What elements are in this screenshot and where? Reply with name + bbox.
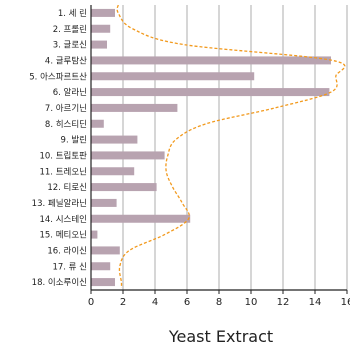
bar: [91, 103, 178, 112]
x-tick-label: 2: [120, 297, 126, 308]
category-label: 12. 티로신: [47, 183, 87, 193]
category-label: 18. 이소루이신: [32, 277, 87, 288]
category-label: 15. 메티오닌: [39, 231, 87, 241]
x-tick-label: 4: [152, 297, 158, 308]
category-label: 1. 세 린: [58, 8, 87, 19]
bar: [91, 278, 115, 287]
bar: [91, 8, 115, 17]
x-tick-label: 0: [88, 297, 94, 308]
category-label: 10. 트립토판: [39, 151, 87, 161]
chart-gridlines: [122, 5, 348, 290]
category-label: 2. 프롤린: [53, 24, 87, 35]
bar: [91, 262, 111, 271]
bar: [91, 135, 138, 144]
x-axis-label: Yeast Extract: [168, 327, 273, 346]
x-tick-label: 14: [309, 297, 322, 308]
bar: [91, 88, 330, 97]
bar: [91, 40, 107, 49]
chart-bars: [91, 8, 331, 287]
trend-curve: [116, 4, 346, 289]
bar: [91, 183, 157, 192]
x-tick-label: 8: [216, 297, 222, 308]
bar: [91, 230, 98, 239]
category-label: 3. 글로신: [53, 41, 87, 51]
category-label: 17. 류 신: [52, 262, 87, 272]
category-label: 4. 글루탐산: [45, 55, 87, 66]
x-axis: 0 2 4 6 8 10 12 14 16: [88, 5, 350, 308]
bar: [91, 246, 120, 255]
category-label: 6. 알라닌: [53, 87, 87, 98]
category-label: 11. 트레오닌: [39, 167, 87, 177]
x-tick-label: 6: [184, 297, 190, 308]
x-tick-label: 16: [341, 297, 350, 308]
x-tick-label: 10: [245, 297, 258, 308]
category-labels: 1. 세 린 2. 프롤린 3. 글로신 4. 글루탐산 5. 아스파르트산 6. 알라닌…: [29, 8, 87, 288]
category-label: 8. 히스티딘: [45, 119, 87, 130]
bar: [91, 119, 104, 128]
bar: [91, 24, 111, 33]
category-label: 16. 라이신: [47, 245, 87, 256]
bar: [91, 198, 117, 207]
category-label: 14. 시스테인: [39, 214, 87, 225]
bar: [91, 167, 135, 176]
bar: [91, 214, 191, 223]
category-label: 7. 아르기닌: [45, 103, 87, 114]
category-label: 5. 아스파르트산: [29, 71, 87, 82]
category-label: 9. 발린: [61, 135, 87, 146]
category-label: 13. 페닐알라닌: [32, 198, 87, 209]
bar: [91, 56, 331, 65]
bar: [91, 72, 255, 81]
bar: [91, 151, 165, 160]
x-tick-label: 12: [277, 297, 290, 308]
